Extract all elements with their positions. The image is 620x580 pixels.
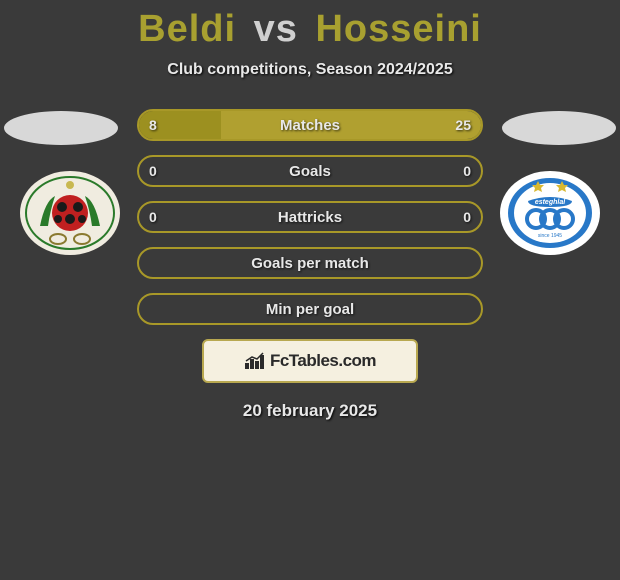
svg-text:since 1945: since 1945 <box>538 233 562 239</box>
stat-value-left: 0 <box>149 163 157 179</box>
player1-club-badge <box>20 171 120 255</box>
player2-club-badge: esteghlal since 1945 <box>500 171 600 255</box>
stat-bar: Goals per match <box>137 247 483 279</box>
stat-label: Matches <box>280 117 340 134</box>
stat-value-left: 0 <box>149 209 157 225</box>
stat-bars: 8 25 Matches 0 0 Goals 0 0 Hattricks Goals per ma… <box>137 109 483 325</box>
player1-photo-placeholder <box>4 111 118 145</box>
comparison-content: esteghlal since 1945 825Matches00Goals00… <box>0 109 620 421</box>
bar-chart-icon <box>244 352 266 370</box>
stat-bar: 8 25 Matches <box>137 109 483 141</box>
subtitle: Club competitions, Season 2024/2025 <box>0 61 620 79</box>
stat-bar: 0 0 Goals <box>137 155 483 187</box>
comparison-date: 20 february 2025 <box>0 401 620 421</box>
stat-value-right: 25 <box>455 117 471 133</box>
stat-value-right: 0 <box>463 163 471 179</box>
fctables-logo[interactable]: FcTables.com <box>202 339 418 383</box>
stat-bar: 0 0 Hattricks <box>137 201 483 233</box>
stat-label: Goals per match <box>251 255 369 272</box>
stat-label: Goals <box>289 163 331 180</box>
comparison-title: Beldi vs Hosseini <box>0 0 620 51</box>
stat-label: Min per goal <box>266 301 354 318</box>
bar-fill-right <box>221 111 481 139</box>
vs-text: vs <box>254 8 298 50</box>
stat-value-right: 0 <box>463 209 471 225</box>
player1-name: Beldi <box>138 8 236 50</box>
logo-text: FcTables.com <box>270 351 376 371</box>
stat-bar: Min per goal <box>137 293 483 325</box>
club-badge-left-icon <box>20 171 120 255</box>
stat-label: Hattricks <box>278 209 342 226</box>
club-badge-right-icon: esteghlal since 1945 <box>500 171 600 255</box>
svg-text:esteghlal: esteghlal <box>535 199 566 206</box>
player2-photo-placeholder <box>502 111 616 145</box>
stat-value-left: 8 <box>149 117 157 133</box>
player2-name: Hosseini <box>315 8 481 50</box>
